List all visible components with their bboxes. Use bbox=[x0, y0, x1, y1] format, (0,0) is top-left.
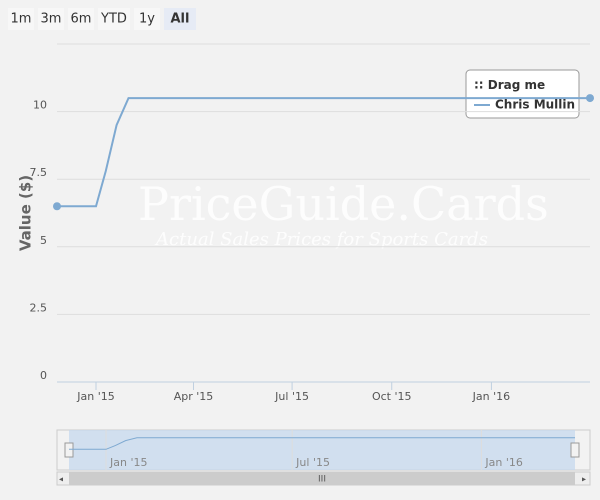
range-button-label[interactable]: 1y bbox=[139, 12, 155, 27]
point-marker bbox=[53, 202, 61, 211]
scrollbar-thumb[interactable] bbox=[69, 472, 575, 485]
x-tick-label: Jan '16 bbox=[472, 390, 510, 403]
range-button-label[interactable]: 3m bbox=[41, 12, 62, 27]
x-tick-label: Jan '15 bbox=[76, 390, 114, 403]
y-tick-label: 10 bbox=[33, 99, 47, 112]
range-button[interactable] bbox=[8, 8, 34, 30]
range-button-label[interactable]: 1m bbox=[11, 12, 32, 27]
legend-title-text[interactable]: Drag me bbox=[488, 78, 545, 92]
scroll-left[interactable]: ◂ bbox=[59, 475, 63, 484]
navigator-tick-label: Jul '15 bbox=[295, 456, 330, 469]
navigator-tick-label: Jan '15 bbox=[109, 456, 147, 469]
legend-box[interactable] bbox=[465, 69, 580, 119]
x-tick-label: Apr '15 bbox=[174, 390, 214, 403]
range-button-label[interactable]: YTD bbox=[100, 12, 127, 27]
range-button[interactable] bbox=[98, 8, 130, 30]
point-marker bbox=[586, 94, 594, 103]
y-axis-label: Value ($) bbox=[17, 175, 35, 251]
watermark: PriceGuide.Cards bbox=[138, 177, 549, 231]
navigator-line bbox=[69, 437, 575, 450]
y-tick-label: 0 bbox=[40, 369, 47, 382]
watermark-subtitle: Actual Sales Prices for Sports Cards bbox=[154, 229, 488, 250]
range-button-label[interactable]: All bbox=[171, 12, 190, 27]
range-button[interactable] bbox=[164, 8, 196, 30]
navigator-tick-label: Jan '16 bbox=[484, 456, 522, 469]
legend-title[interactable]: :: Drag me bbox=[474, 78, 545, 92]
y-tick-label: 5 bbox=[40, 234, 47, 247]
range-button[interactable] bbox=[134, 8, 160, 30]
x-tick-label: Oct '15 bbox=[372, 390, 412, 403]
navigator-mask[interactable] bbox=[69, 430, 575, 470]
navigator-handle[interactable] bbox=[570, 442, 580, 458]
scrollbar-grip[interactable]: III bbox=[318, 475, 326, 485]
range-button[interactable] bbox=[38, 8, 64, 30]
range-button-label[interactable]: 6m bbox=[71, 12, 92, 27]
y-tick-label: 7.5 bbox=[30, 166, 48, 179]
series-line bbox=[57, 97, 590, 208]
scroll-right[interactable]: ▸ bbox=[582, 475, 586, 484]
legend-label[interactable]: Chris Mullin bbox=[495, 98, 575, 112]
x-tick-label: Jul '15 bbox=[274, 390, 309, 403]
range-button[interactable] bbox=[68, 8, 94, 30]
navigator-handle[interactable] bbox=[64, 442, 74, 458]
y-tick-label: 2.5 bbox=[30, 301, 48, 314]
